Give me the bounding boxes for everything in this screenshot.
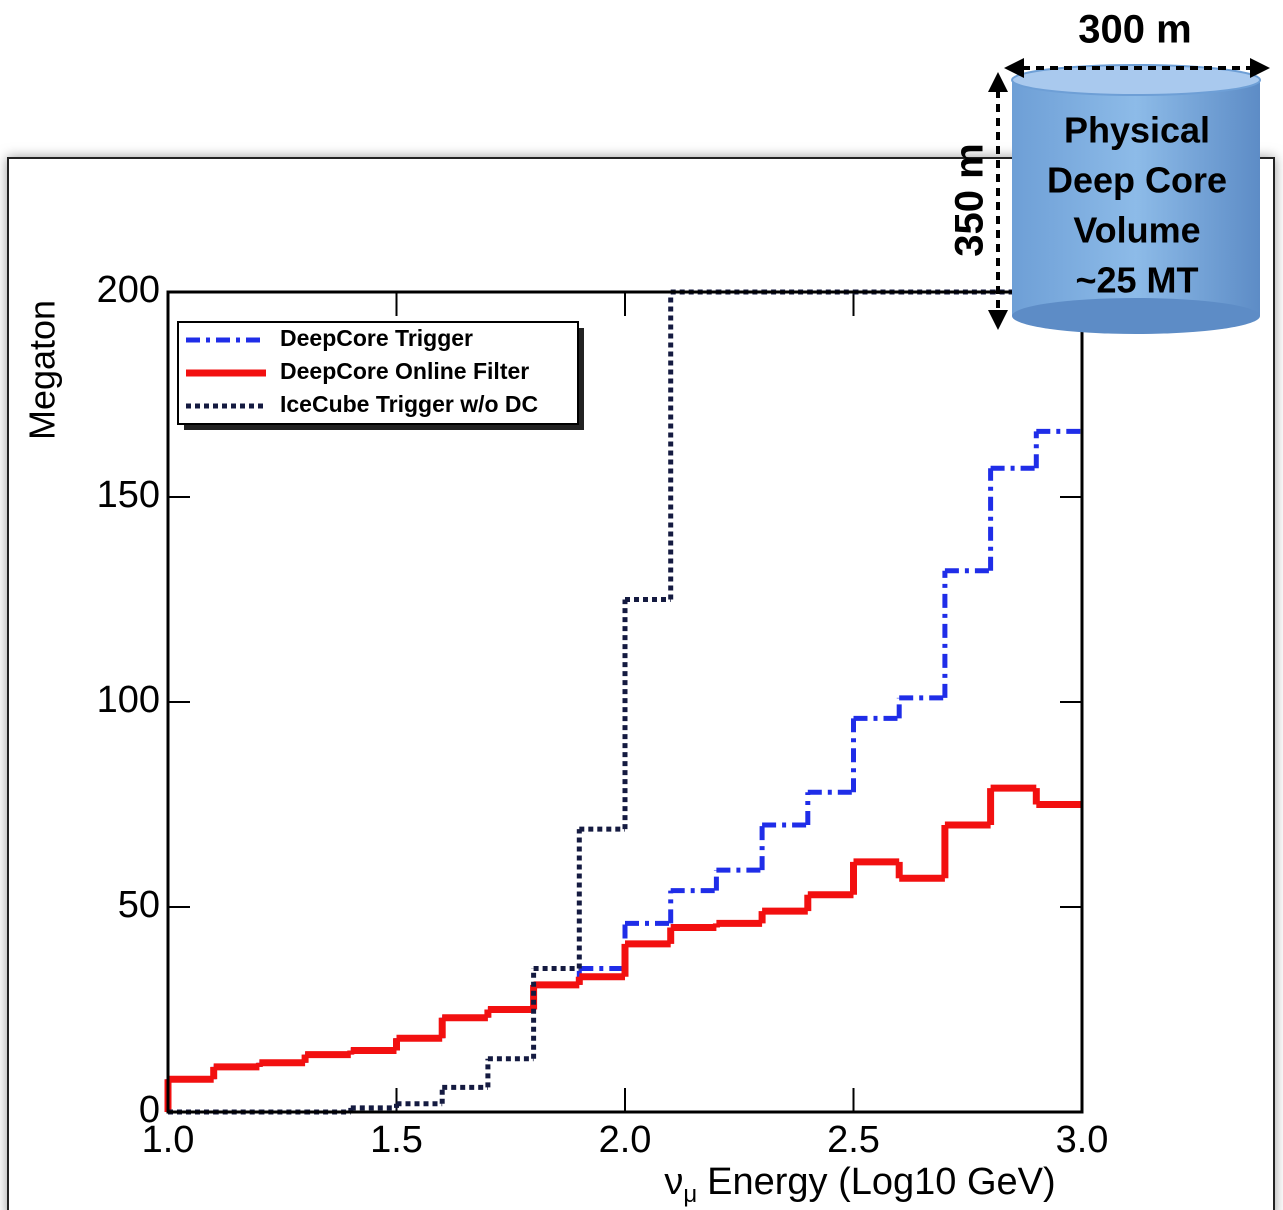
legend-label: DeepCore Trigger	[280, 325, 473, 351]
legend-label: IceCube Trigger w/o DC	[280, 391, 538, 417]
x-tick-label: 3.0	[1056, 1119, 1109, 1161]
volume-label: Volume	[1073, 210, 1200, 251]
plot-frame	[166, 290, 1084, 1114]
width-label: 300 m	[1078, 8, 1191, 52]
volume-label: Physical	[1064, 110, 1210, 151]
plot-area: 0 50 100 150 200 1.0 1.5 2.0 2.5 3.0 Megaton νμ Ener…	[22, 269, 1109, 1208]
volume-annotation: 300 m 350 m Physical Deep Core Volume ~2…	[948, 8, 1270, 334]
y-tick-label: 200	[97, 269, 160, 311]
volume-label: ~25 MT	[1075, 260, 1198, 301]
y-axis-label: Megaton	[22, 300, 63, 440]
legend-label: DeepCore Online Filter	[280, 358, 529, 384]
cylinder-bottom	[1012, 298, 1260, 334]
legend: DeepCore Trigger DeepCore Online Filter Ic…	[177, 321, 584, 430]
x-axis-label-part: μ	[683, 1181, 697, 1208]
y-tick-label: 0	[139, 1089, 160, 1131]
cylinder-body	[1012, 80, 1260, 316]
y-tick-label: 50	[118, 884, 160, 926]
x-axis-label-part: Energy (Log10 GeV)	[707, 1161, 1056, 1203]
x-tick-label: 1.5	[370, 1119, 423, 1161]
volume-label: Deep Core	[1047, 160, 1227, 201]
x-axis-label: νμ Energy (Log10 GeV)	[664, 1161, 1055, 1208]
x-axis-label-part: ν	[664, 1161, 683, 1203]
y-tick-label: 150	[97, 474, 160, 516]
x-tick-label: 1.0	[142, 1119, 195, 1161]
x-tick-label: 2.0	[599, 1119, 652, 1161]
y-tick-label: 100	[97, 679, 160, 721]
x-tick-label: 2.5	[827, 1119, 880, 1161]
height-label: 350 m	[948, 143, 992, 256]
